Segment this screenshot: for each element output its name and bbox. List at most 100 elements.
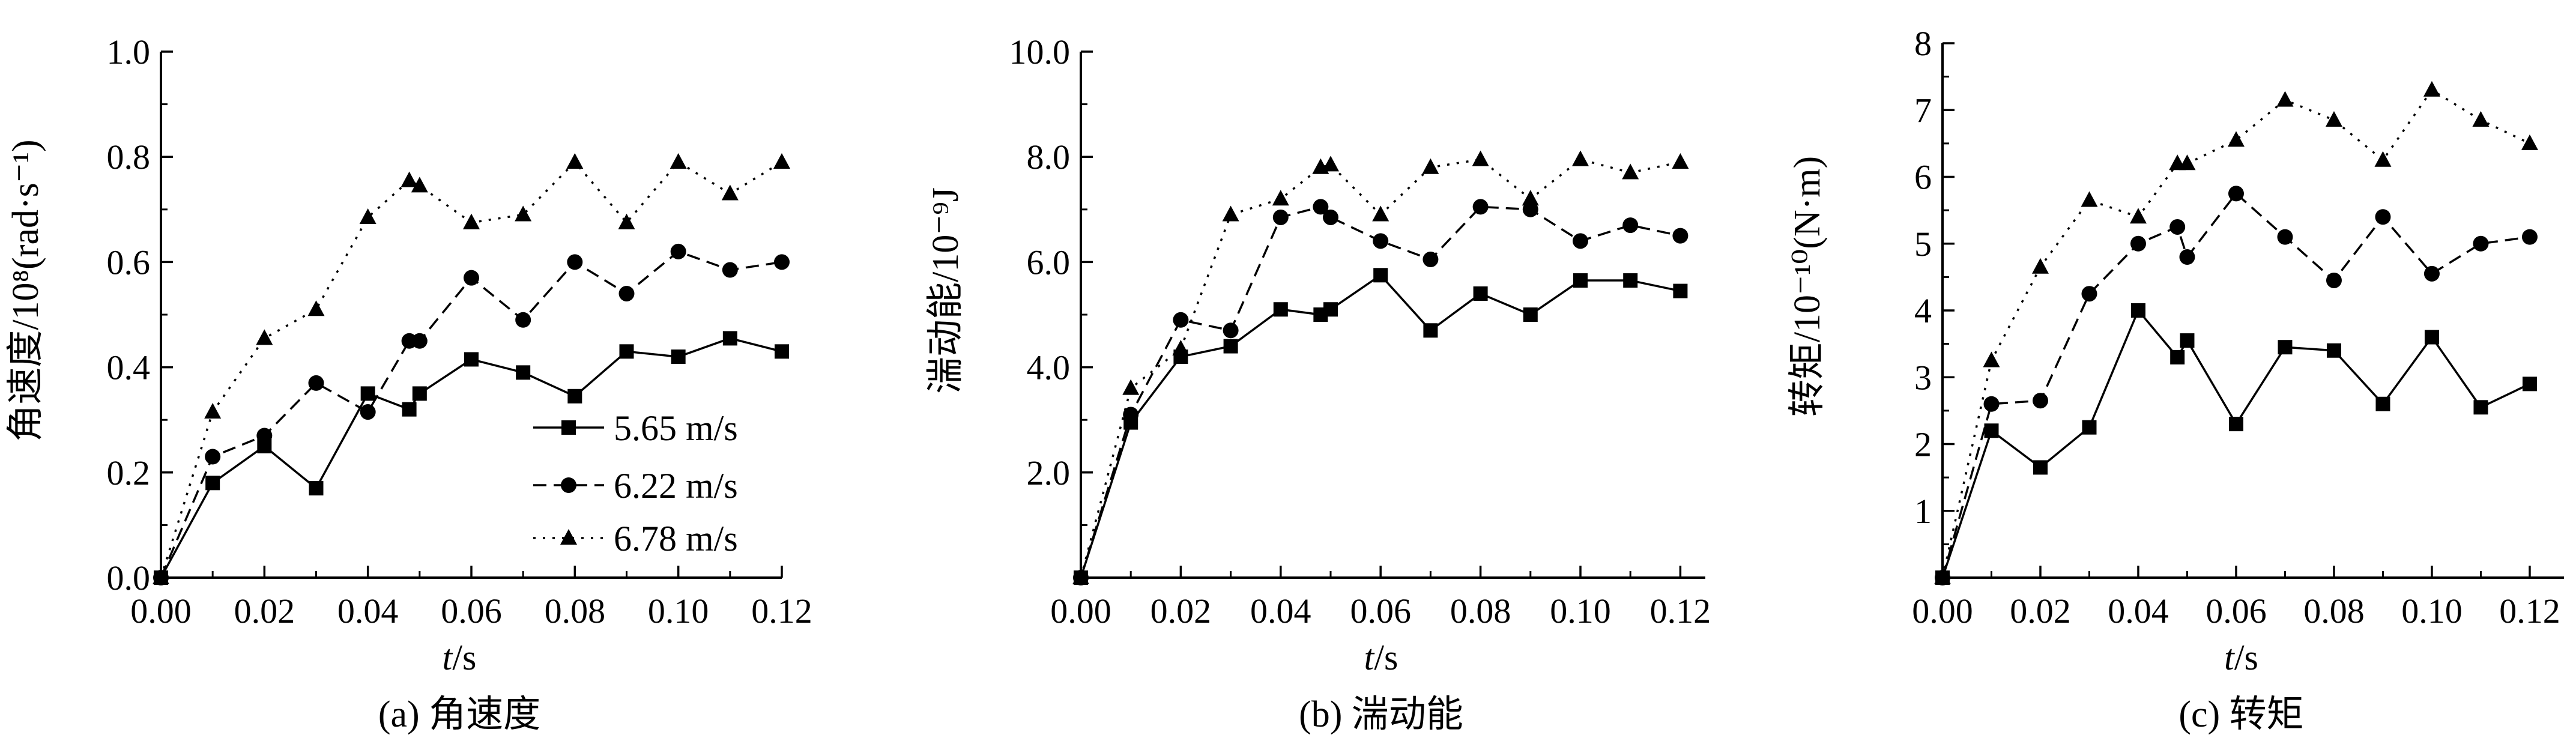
series-5-65 — [1935, 303, 2537, 585]
series-6-78 — [1934, 80, 2538, 584]
legend-entry-6-22: 6.22 m/s — [533, 466, 738, 506]
y-axis-label: 转矩/10⁻¹⁰(N·m) — [1787, 156, 1828, 417]
marker-square — [2082, 420, 2097, 435]
x-axis-label-unit: /s — [2234, 638, 2258, 677]
marker-square — [360, 386, 375, 401]
marker-triangle — [1522, 190, 1539, 206]
series-line — [1941, 309, 2530, 578]
marker-square — [516, 365, 531, 380]
marker-triangle — [2178, 154, 2196, 171]
marker-circle — [774, 254, 790, 270]
legend: 5.65 m/s 6.22 m/s 6.78 m/s — [533, 408, 738, 558]
y-tick-label: 0.8 — [107, 138, 151, 177]
legend-label: 6.78 m/s — [614, 519, 738, 558]
marker-triangle — [2031, 258, 2049, 274]
x-axis-label-variable: t — [2224, 638, 2235, 677]
x-tick-label: 0.06 — [2206, 591, 2267, 631]
marker-circle — [618, 285, 635, 301]
marker-circle — [1472, 199, 1489, 215]
legend-entry-5-65: 5.65 m/s — [533, 408, 738, 448]
marker-circle — [1272, 209, 1289, 225]
series-line — [1941, 89, 2530, 578]
marker-square — [722, 331, 737, 346]
marker-square — [2424, 330, 2439, 345]
y-tick-label: 0.4 — [107, 348, 151, 387]
panel-caption: (b) 湍动能 — [1299, 694, 1463, 735]
marker-circle — [1622, 217, 1639, 234]
x-tick-label: 0.02 — [2010, 591, 2071, 631]
marker-triangle — [1934, 569, 1951, 584]
x-axis-label: t/s — [1364, 638, 1398, 677]
marker-triangle — [411, 177, 428, 193]
marker-square — [1473, 286, 1488, 301]
axis-ticks: 0.00 0.02 0.04 0.06 0.08 0.10 0.12 2.0 4.0 6.0 8.0… — [1009, 32, 1711, 631]
marker-triangle — [2276, 91, 2294, 107]
marker-triangle — [359, 208, 376, 224]
marker-circle — [2326, 272, 2342, 288]
marker-triangle — [463, 213, 480, 229]
marker-circle — [308, 375, 324, 391]
series-layer — [153, 153, 790, 585]
marker-circle — [2130, 235, 2146, 252]
x-tick-label: 0.08 — [1450, 591, 1511, 631]
marker-circle — [360, 404, 376, 420]
marker-circle — [1123, 407, 1139, 423]
marker-triangle — [2081, 191, 2098, 207]
panel-angular-velocity: 0.00 0.02 0.04 0.06 0.08 0.10 0.12 0.0 0.2 0.4 0.6… — [5, 32, 812, 735]
axis-ticks: 0.00 0.02 0.04 0.06 0.08 0.10 0.12 0.0 0.2 0.4 0.6… — [107, 32, 812, 631]
marker-triangle — [153, 569, 169, 584]
marker-circle — [561, 477, 576, 493]
panel-turbulent-kinetic-energy: 0.00 0.02 0.04 0.06 0.08 0.10 0.12 2.0 4.0 6.0 8.0… — [925, 32, 1711, 735]
marker-square — [2522, 377, 2537, 392]
marker-square — [2130, 303, 2145, 318]
y-axis-label: 湍动能/10⁻⁹J — [925, 187, 966, 394]
marker-triangle — [670, 153, 687, 169]
marker-square — [1423, 323, 1438, 338]
marker-square — [2375, 396, 2390, 411]
y-axis-label: 角速度/10⁸(rad·s⁻¹) — [5, 139, 46, 441]
x-tick-label: 0.00 — [130, 591, 192, 631]
legend-marker — [561, 420, 576, 435]
marker-circle — [411, 333, 428, 349]
y-tick-label: 3 — [1914, 358, 1932, 397]
x-axis-label-variable: t — [1364, 638, 1375, 677]
y-tick-label: 2 — [1914, 425, 1932, 464]
y-tick-label: 4.0 — [1027, 348, 1071, 387]
marker-circle — [2228, 186, 2244, 202]
marker-triangle — [307, 300, 325, 316]
marker-circle — [2169, 219, 2186, 235]
marker-circle — [2521, 229, 2538, 245]
marker-triangle — [618, 213, 635, 229]
marker-square — [2473, 400, 2488, 415]
x-tick-label: 0.06 — [441, 591, 502, 631]
y-tick-label: 6.0 — [1027, 243, 1071, 282]
series-line — [1941, 192, 2530, 578]
marker-circle — [1313, 199, 1329, 215]
axis-ticks: 0.00 0.02 0.04 0.06 0.08 0.10 0.12 1 2 3 4 5 6 7 8 — [1912, 24, 2560, 631]
marker-square — [1323, 302, 1338, 317]
y-tick-label: 4 — [1914, 291, 1932, 330]
panel-torque: 0.00 0.02 0.04 0.06 0.08 0.10 0.12 1 2 3 4 5 6 7 8 转矩/… — [1787, 24, 2564, 735]
marker-triangle — [1272, 190, 1289, 206]
marker-triangle — [1222, 205, 1239, 222]
marker-triangle — [1172, 339, 1190, 355]
marker-circle — [2423, 265, 2440, 282]
marker-triangle — [515, 205, 532, 222]
x-tick-label: 0.06 — [1350, 591, 1411, 631]
series-5-65 — [1074, 268, 1688, 585]
y-tick-label: 1.0 — [107, 32, 151, 71]
marker-triangle — [2227, 131, 2245, 147]
series-6-78 — [1072, 150, 1689, 584]
series-line — [160, 250, 782, 578]
marker-square — [619, 344, 634, 359]
marker-triangle — [560, 529, 577, 545]
marker-square — [402, 402, 417, 417]
marker-square — [2170, 349, 2185, 364]
marker-triangle — [773, 153, 790, 169]
marker-triangle — [2325, 110, 2342, 127]
y-tick-label: 8.0 — [1027, 138, 1071, 177]
x-tick-label: 0.12 — [1650, 591, 1711, 631]
marker-circle — [2375, 209, 2391, 225]
x-tick-label: 0.10 — [648, 591, 709, 631]
